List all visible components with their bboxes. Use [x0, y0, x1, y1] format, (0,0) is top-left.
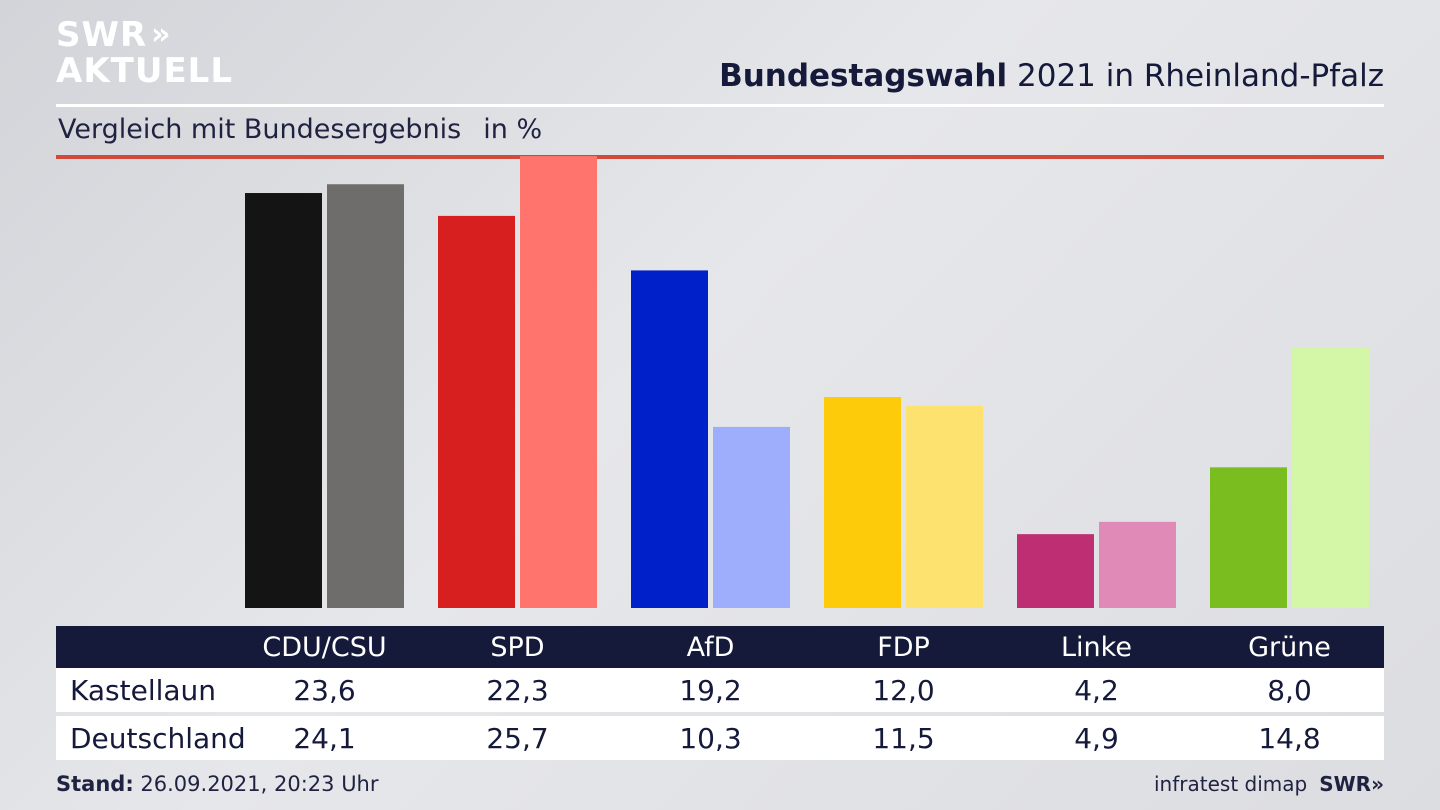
- column-header-cdu-csu: CDU/CSU: [262, 631, 387, 663]
- subtitle-divider: [56, 155, 1384, 159]
- bar-gr-ne-deutschland: [1292, 347, 1369, 608]
- timestamp: Stand: 26.09.2021, 20:23 Uhr: [56, 772, 379, 796]
- logo-swr-text: SWR: [56, 15, 148, 55]
- value-gr-ne-deutschland: 14,8: [1258, 721, 1321, 755]
- swr-aktuell-logo: SWR» AKTUELL: [56, 18, 233, 88]
- bar-fdp-deutschland: [906, 405, 983, 608]
- table-row-kastellaun: Kastellaun 23,6 22,3 19,2 12,0 4,2 8,0: [56, 668, 1384, 712]
- subtitle: Vergleich mit Bundesergebnis in %: [58, 114, 542, 145]
- double-chevron-icon: »: [151, 17, 172, 52]
- bar-gr-ne-kastellaun: [1210, 467, 1287, 608]
- bar-linke-kastellaun: [1017, 534, 1094, 608]
- value-linke-kastellaun: 4,2: [1074, 673, 1119, 707]
- logo-aktuell-text: AKTUELL: [56, 51, 234, 91]
- subtitle-text: Vergleich mit Bundesergebnis: [58, 114, 462, 145]
- bar-afd-deutschland: [713, 426, 790, 608]
- bar-spd-deutschland: [520, 156, 597, 608]
- source-credit: infratest dimap SWR»: [1154, 772, 1384, 796]
- value-afd-kastellaun: 19,2: [679, 673, 742, 707]
- bar-linke-deutschland: [1099, 521, 1176, 608]
- bar-spd-kastellaun: [438, 215, 515, 608]
- results-table: CDU/CSU SPD AfD FDP Linke Grüne Kastellaun 23…: [56, 626, 1384, 760]
- bar-cdu-csu-deutschland: [327, 184, 404, 608]
- value-spd-deutschland: 25,7: [486, 721, 549, 755]
- stand-value: 26.09.2021, 20:23 Uhr: [140, 772, 379, 796]
- table-row-deutschland: Deutschland 24,1 25,7 10,3 11,5 4,9 14,8: [56, 716, 1384, 760]
- title-rest: 2021 in Rheinland-Pfalz: [1017, 58, 1384, 94]
- swr-footer-logo: SWR»: [1319, 772, 1384, 796]
- bar-fdp-kastellaun: [824, 397, 901, 608]
- value-fdp-deutschland: 11,5: [872, 721, 935, 755]
- value-gr-ne-kastellaun: 8,0: [1267, 673, 1312, 707]
- page-title: Bundestagswahl 2021 in Rheinland-Pfalz: [719, 58, 1384, 94]
- row-label-kastellaun: Kastellaun: [70, 673, 217, 707]
- header-divider: [56, 104, 1384, 107]
- bar-chart: [245, 156, 1369, 609]
- column-header-fdp: FDP: [877, 631, 930, 663]
- footer-logo-text: SWR: [1319, 772, 1372, 796]
- bar-cdu-csu-kastellaun: [245, 193, 322, 609]
- value-linke-deutschland: 4,9: [1074, 721, 1119, 755]
- value-fdp-kastellaun: 12,0: [872, 673, 935, 707]
- stand-label: Stand:: [56, 772, 134, 796]
- column-header-linke: Linke: [1061, 631, 1132, 663]
- column-header-spd: SPD: [490, 631, 545, 663]
- value-cdu-csu-kastellaun: 23,6: [293, 673, 356, 707]
- column-header-afd: AfD: [686, 631, 735, 663]
- bar-afd-kastellaun: [631, 270, 708, 608]
- source-text: infratest dimap: [1154, 772, 1308, 796]
- row-label-deutschland: Deutschland: [70, 721, 246, 755]
- value-cdu-csu-deutschland: 24,1: [293, 721, 356, 755]
- title-bold: Bundestagswahl: [719, 58, 1008, 94]
- footer-chevron-icon: »: [1371, 772, 1384, 796]
- unit-label: in %: [483, 114, 543, 145]
- value-spd-kastellaun: 22,3: [486, 673, 549, 707]
- table-header-row: CDU/CSU SPD AfD FDP Linke Grüne: [56, 626, 1384, 668]
- column-header-gr-ne: Grüne: [1248, 631, 1331, 663]
- value-afd-deutschland: 10,3: [679, 721, 742, 755]
